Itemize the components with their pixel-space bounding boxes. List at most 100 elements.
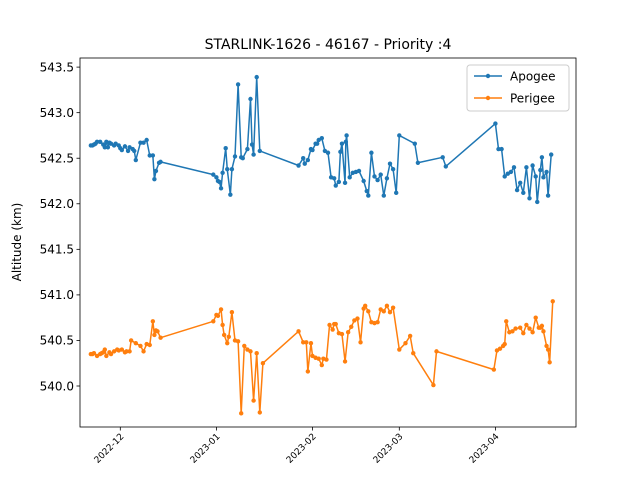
- perigee-point: [387, 310, 393, 315]
- perigee-point: [152, 332, 157, 338]
- perigee-point: [305, 369, 311, 374]
- perigee-point: [141, 349, 146, 354]
- apogee-point: [220, 170, 225, 175]
- perigee-point: [260, 361, 266, 366]
- apogee-point: [339, 141, 345, 146]
- apogee-point: [364, 188, 369, 194]
- y-axis: 540.0 540.5 541.0 541.5 542.0 542.5 543.0 543.5: [40, 60, 80, 393]
- perigee-point: [502, 341, 507, 347]
- apogee-point: [132, 148, 137, 154]
- apogee-point: [390, 166, 396, 172]
- perigee-point: [521, 330, 526, 336]
- legend-marker-apogee: [485, 73, 491, 79]
- perigee-point: [158, 335, 163, 340]
- perigee-point: [381, 309, 386, 314]
- perigee-point: [248, 349, 253, 354]
- apogee-point: [521, 190, 526, 196]
- apogee-point: [527, 196, 532, 201]
- perigee-point: [218, 307, 224, 312]
- apogee-point: [415, 160, 421, 165]
- apogee-point: [158, 159, 163, 165]
- perigee-point: [544, 343, 549, 349]
- y-tick-label: 543.0: [40, 106, 74, 120]
- perigee-point: [541, 329, 546, 334]
- apogee-point: [214, 175, 219, 180]
- plot-area: [79, 57, 577, 428]
- apogee-point: [248, 96, 253, 102]
- perigee-point: [215, 313, 221, 319]
- apogee-point: [369, 150, 374, 155]
- apogee-point: [397, 133, 402, 138]
- apogee-point: [229, 166, 235, 172]
- y-tick-label: 542.5: [40, 152, 74, 166]
- apogee-point: [343, 139, 349, 145]
- apogee-point: [338, 149, 343, 155]
- apogee-point: [211, 172, 216, 177]
- y-tick-label: 543.5: [40, 60, 74, 74]
- apogee-point: [508, 169, 514, 175]
- series-perigee: [88, 299, 555, 416]
- apogee-point: [549, 152, 554, 157]
- perigee-point: [524, 322, 529, 328]
- apogee-point: [302, 161, 307, 166]
- perigee-point: [308, 340, 314, 346]
- perigee-point: [518, 325, 523, 330]
- perigee-point: [301, 340, 306, 345]
- perigee-point: [127, 349, 132, 354]
- apogee-point: [333, 183, 338, 188]
- apogee-point: [223, 146, 228, 151]
- y-tick-label: 541.5: [40, 243, 74, 257]
- legend-items: Apogee Perigee: [474, 69, 556, 105]
- apogee-point: [440, 155, 445, 160]
- perigee-point: [390, 305, 396, 310]
- perigee-point: [403, 340, 408, 346]
- perigee-point: [316, 356, 321, 361]
- perigee-point: [545, 347, 551, 352]
- apogee-point: [305, 157, 311, 163]
- apogee-point: [218, 186, 224, 191]
- apogee-point: [133, 157, 138, 163]
- perigee-point: [104, 353, 109, 359]
- apogee-point: [97, 139, 103, 145]
- perigee-point: [221, 332, 227, 338]
- perigee-point: [327, 322, 332, 328]
- perigee-point: [133, 340, 138, 346]
- perigee-point: [91, 351, 97, 356]
- perigee-point: [363, 303, 368, 309]
- legend-label-perigee: Perigee: [510, 91, 555, 105]
- perigee-point: [102, 347, 108, 352]
- perigee-point: [239, 411, 244, 416]
- apogee-point: [372, 174, 377, 179]
- apogee-point: [119, 147, 125, 153]
- apogee-point: [381, 193, 386, 198]
- perigee-point: [342, 359, 348, 364]
- apogee-point: [319, 135, 324, 141]
- apogee-point: [378, 172, 383, 177]
- perigee-point: [108, 351, 114, 357]
- perigee-point: [547, 360, 552, 365]
- perigee-point: [330, 327, 335, 332]
- perigee-point: [138, 343, 143, 349]
- legend-label-apogee: Apogee: [510, 69, 556, 83]
- apogee-point: [544, 169, 549, 175]
- apogee-point: [257, 148, 262, 154]
- apogee-point: [375, 177, 380, 183]
- apogee-point: [225, 166, 230, 172]
- apogee-point: [412, 141, 417, 146]
- perigee-point: [319, 362, 324, 368]
- apogee-point: [147, 153, 152, 158]
- perigee-point: [355, 316, 360, 321]
- apogee-point: [387, 161, 393, 166]
- apogee-point: [314, 141, 320, 146]
- perigee-point: [397, 347, 402, 352]
- apogee-point: [361, 178, 366, 184]
- apogee-point: [493, 121, 498, 126]
- apogee-point: [332, 176, 337, 181]
- apogee-point: [530, 163, 535, 168]
- apogee-point: [336, 179, 342, 185]
- apogee-point: [443, 164, 448, 169]
- perigee-point: [345, 330, 351, 335]
- apogee-point: [150, 153, 156, 158]
- apogee-point: [240, 156, 245, 161]
